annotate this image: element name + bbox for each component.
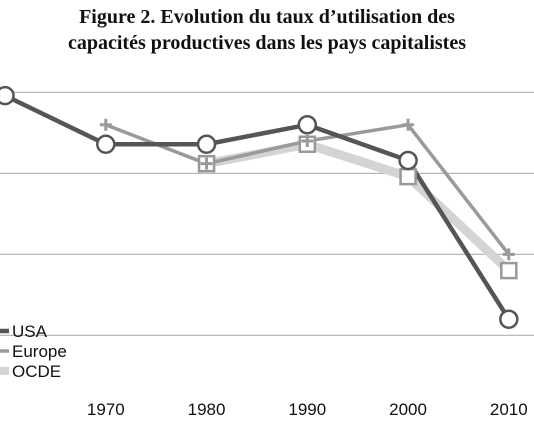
legend-label-usa: USA: [12, 322, 48, 341]
marker-usa-2000: [398, 150, 418, 171]
marker-usa-1980: [196, 134, 217, 154]
chart-title-line-2: capacités productives dans les pays capi…: [68, 32, 466, 54]
series-lines: [4, 93, 512, 321]
marker-europe-2000: [402, 118, 415, 131]
series-markers: [0, 85, 519, 329]
x-tick-label-0: 1970: [87, 400, 125, 419]
marker-europe-1980: [200, 157, 213, 170]
chart-title: Figure 2. Evolution du taux d’utilisatio…: [0, 4, 534, 56]
legend-label-europe: Europe: [12, 342, 67, 361]
x-tick-label-3: 2000: [389, 400, 427, 419]
marker-europe-1970: [99, 118, 112, 131]
legend-label-ocde: OCDE: [12, 362, 61, 381]
x-axis-tick-labels: 1970 1980 1990 2000 2010: [87, 400, 528, 419]
marker-europe-1990: [301, 135, 314, 147]
marker-usa-2010: [499, 309, 519, 329]
x-tick-label-1: 1980: [188, 400, 226, 419]
series-line-usa: [4, 93, 511, 321]
marker-usa-1970: [96, 134, 116, 154]
x-tick-label-2: 1990: [288, 400, 326, 419]
marker-ocde-2010: [500, 261, 518, 280]
marker-usa-1960: [0, 85, 15, 106]
marker-usa-1990: [297, 115, 318, 135]
chart-title-line-1: Figure 2. Evolution du taux d’utilisatio…: [79, 6, 455, 28]
marker-ocde-2000: [399, 167, 417, 186]
x-tick-label-4: 2010: [490, 400, 528, 419]
marker-europe-2010: [502, 248, 515, 261]
